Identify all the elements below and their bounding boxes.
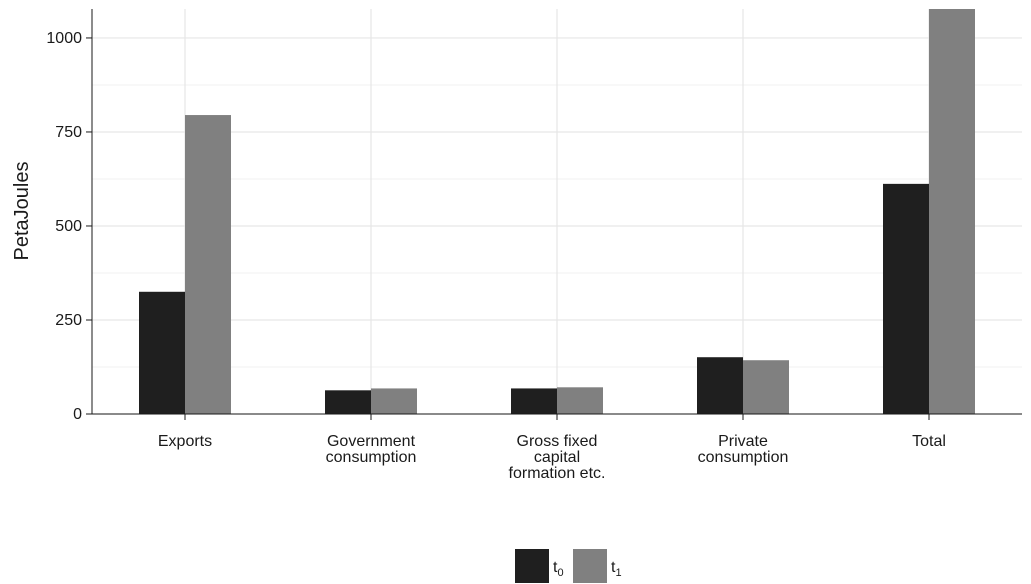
major-gridlines	[92, 9, 1022, 415]
x-category-label-line: Private	[718, 433, 768, 450]
x-category-label-line: consumption	[326, 449, 417, 466]
bar-t0-0	[139, 291, 185, 414]
legend-label-t0: t0	[553, 559, 564, 579]
x-category-label-line: Exports	[158, 433, 212, 450]
legend-swatch-t1	[573, 549, 607, 583]
x-category-label-line: capital	[534, 449, 580, 466]
x-category-label-line: Government	[327, 433, 416, 450]
bar-t0-3	[697, 357, 743, 414]
legend-label-base: t	[611, 559, 616, 576]
x-category-label-line: Total	[912, 433, 946, 450]
x-category-label-line: formation etc.	[509, 465, 606, 482]
x-category-label: Exports	[158, 433, 212, 450]
y-axis-title: PetaJoules	[11, 162, 33, 261]
x-category-label-line: consumption	[698, 449, 789, 466]
legend-label-t1: t1	[611, 559, 622, 579]
y-tick-label: 500	[55, 218, 82, 235]
x-category-label: Gross fixed capital formation etc.	[509, 433, 606, 482]
legend: t0 t1	[515, 549, 622, 583]
x-category-label: Total	[912, 433, 946, 450]
bar-t0-2	[511, 388, 557, 414]
x-category-label-line: Gross fixed	[517, 433, 598, 450]
y-tick-label: 0	[73, 406, 82, 423]
y-ticks: 0 250 500 750 1000	[46, 30, 92, 423]
bar-t1-3	[743, 360, 789, 414]
bar-t1-2	[557, 387, 603, 414]
y-tick-label: 1000	[46, 30, 82, 47]
bars-group	[139, 9, 975, 415]
bar-t0-1	[325, 390, 371, 414]
bar-t1-0	[185, 115, 231, 415]
bar-t1-1	[371, 388, 417, 414]
legend-swatch-t0	[515, 549, 549, 583]
bar-t0-4	[883, 183, 929, 414]
legend-label-base: t	[553, 559, 558, 576]
y-tick-label: 750	[55, 124, 82, 141]
legend-label-subscript: 1	[615, 567, 621, 579]
x-category-label: Government consumption	[326, 433, 417, 466]
y-tick-label: 250	[55, 312, 82, 329]
legend-label-subscript: 0	[557, 567, 563, 579]
bar-t1-4	[929, 9, 975, 414]
x-category-label: Private consumption	[698, 433, 789, 466]
